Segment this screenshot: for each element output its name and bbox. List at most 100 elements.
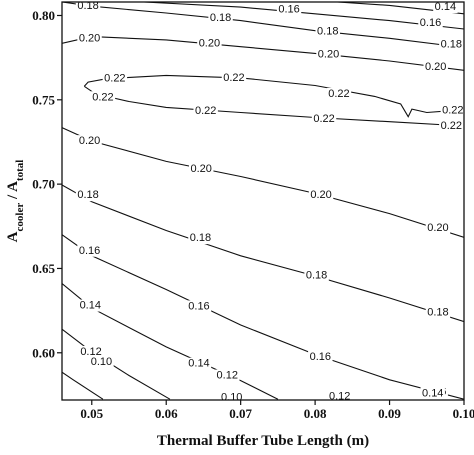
contour-label-5-1: 0.22 <box>193 105 218 118</box>
x-axis-ticks: 0.05 0.06 0.07 0.08 0.09 0.10 <box>80 400 474 421</box>
contour-lines <box>62 2 464 400</box>
contour-label-1-0: 0.16 <box>276 3 302 16</box>
svg-text:0.10: 0.10 <box>221 391 242 403</box>
contour-line-0_1-11 <box>62 371 104 400</box>
contour-line-0_2-6 <box>62 127 464 238</box>
contour-label-4-3: 0.22 <box>440 104 464 117</box>
contour-label-8-1: 0.16 <box>186 300 212 313</box>
svg-text:0.16: 0.16 <box>79 245 100 257</box>
contour-label-4-0: 0.22 <box>102 72 128 85</box>
contour-label-0-0: 0.14 <box>433 1 458 13</box>
svg-text:0.22: 0.22 <box>328 88 349 100</box>
contour-labels: 0.140.160.160.180.180.180.180.20 0.200.20… <box>75 0 464 403</box>
x-tick-label-3: 0.08 <box>304 406 327 421</box>
svg-text:0.22: 0.22 <box>104 73 125 85</box>
y-axis-ticks: 0.60 0.65 0.70 0.75 0.80 <box>32 8 62 360</box>
svg-text:0.22: 0.22 <box>442 104 463 116</box>
contour-label-7-3: 0.18 <box>425 306 451 319</box>
contour-label-7-1: 0.18 <box>188 232 213 245</box>
y-tick-label-3: 0.75 <box>32 92 55 107</box>
contour-label-2-0: 0.18 <box>75 0 101 12</box>
plot-frame <box>61 1 465 401</box>
contour-line-0_18-7 <box>62 184 464 323</box>
svg-text:0.20: 0.20 <box>79 135 100 147</box>
contour-label-10-0: 0.12 <box>78 345 104 358</box>
svg-text:0.16: 0.16 <box>278 4 299 16</box>
contour-label-2-3: 0.18 <box>439 38 464 51</box>
y-tick-label-4: 0.80 <box>32 8 55 23</box>
contour-line-0_22-5 <box>83 85 464 127</box>
contour-label-3-0: 0.20 <box>77 32 102 45</box>
contour-label-extra-1: 0.12 <box>327 390 352 403</box>
svg-text:0.18: 0.18 <box>427 307 448 319</box>
contour-line-0_12-10 <box>62 328 171 400</box>
svg-text:0.22: 0.22 <box>223 72 244 84</box>
contour-label-6-2: 0.20 <box>308 189 334 202</box>
contour-label-5-2: 0.22 <box>311 113 337 126</box>
svg-text:0.18: 0.18 <box>306 270 327 282</box>
contour-label-4-1: 0.22 <box>221 72 247 85</box>
y-tick-label-0: 0.60 <box>32 345 55 360</box>
svg-text:0.22: 0.22 <box>92 91 113 103</box>
contour-label-8-0: 0.16 <box>77 244 102 257</box>
x-tick-label-4: 0.09 <box>378 406 401 421</box>
y-axis-title: Acooler / Atotal <box>5 160 26 243</box>
x-axis-title: Thermal Buffer Tube Length (m) <box>157 433 369 449</box>
svg-text:0.18: 0.18 <box>210 12 231 24</box>
svg-text:0.18: 0.18 <box>190 232 211 244</box>
contour-label-2-2: 0.18 <box>315 25 340 38</box>
svg-text:0.12: 0.12 <box>80 346 101 358</box>
y-axis-title-sub2: total <box>14 160 26 181</box>
contour-label-5-3: 0.22 <box>439 119 464 132</box>
contour-label-6-1: 0.20 <box>189 162 214 175</box>
svg-text:0.12: 0.12 <box>217 370 238 382</box>
svg-text:0.14: 0.14 <box>435 1 456 13</box>
contour-label-8-2: 0.16 <box>308 350 333 363</box>
x-tick-label-0: 0.05 <box>80 406 103 421</box>
contour-label-9-1: 0.14 <box>186 357 212 370</box>
contour-line-0_16-8 <box>62 234 464 400</box>
contour-label-7-0: 0.18 <box>75 189 101 202</box>
svg-text:0.16: 0.16 <box>420 17 441 29</box>
svg-text:0.20: 0.20 <box>318 48 339 60</box>
svg-text:0.16: 0.16 <box>310 351 331 363</box>
svg-text:0.20: 0.20 <box>79 32 100 44</box>
svg-text:0.12: 0.12 <box>329 391 350 403</box>
contour-label-5-0: 0.22 <box>90 91 116 104</box>
svg-text:0.18: 0.18 <box>317 26 338 38</box>
svg-text:0.22: 0.22 <box>195 105 216 117</box>
svg-text:0.20: 0.20 <box>427 222 448 234</box>
y-axis-title-sub1: cooler <box>14 203 26 232</box>
contour-label-7-2: 0.18 <box>304 269 329 282</box>
contour-line-0_16-1 <box>143 2 464 30</box>
svg-text:0.20: 0.20 <box>425 61 446 73</box>
contour-label-3-2: 0.20 <box>316 48 341 61</box>
svg-text:0.16: 0.16 <box>188 300 209 312</box>
x-tick-label-5: 0.10 <box>453 406 474 421</box>
x-tick-label-1: 0.06 <box>155 406 178 421</box>
contour-label-3-3: 0.20 <box>423 60 448 73</box>
svg-text:0.18: 0.18 <box>77 189 98 201</box>
contour-label-9-0: 0.14 <box>78 299 103 312</box>
svg-text:0.20: 0.20 <box>310 189 331 201</box>
svg-text:0.18: 0.18 <box>77 0 98 12</box>
contour-label-2-1: 0.18 <box>208 12 233 25</box>
contour-label-extra-0: 0.14 <box>420 387 445 400</box>
contour-label-6-0: 0.20 <box>77 135 102 148</box>
contour-label-extra-4: 0.10 <box>89 356 114 369</box>
x-tick-label-2: 0.07 <box>229 406 252 421</box>
svg-text:0.14: 0.14 <box>188 358 209 370</box>
y-axis-title-main: A <box>5 231 21 242</box>
svg-text:0.18: 0.18 <box>441 38 462 50</box>
contour-label-1-1: 0.16 <box>418 17 443 30</box>
contour-label-extra-3: 0.10 <box>219 391 244 403</box>
svg-text:0.22: 0.22 <box>313 113 334 125</box>
contour-line-0_22-4 <box>83 74 464 118</box>
contour-label-3-1: 0.20 <box>197 37 222 50</box>
svg-text:0.20: 0.20 <box>191 163 212 175</box>
svg-text:0.22: 0.22 <box>441 120 462 132</box>
contour-label-4-2: 0.22 <box>326 87 352 100</box>
y-axis-title-sep: / A <box>5 181 21 203</box>
contour-label-extra-2: 0.12 <box>215 369 240 382</box>
